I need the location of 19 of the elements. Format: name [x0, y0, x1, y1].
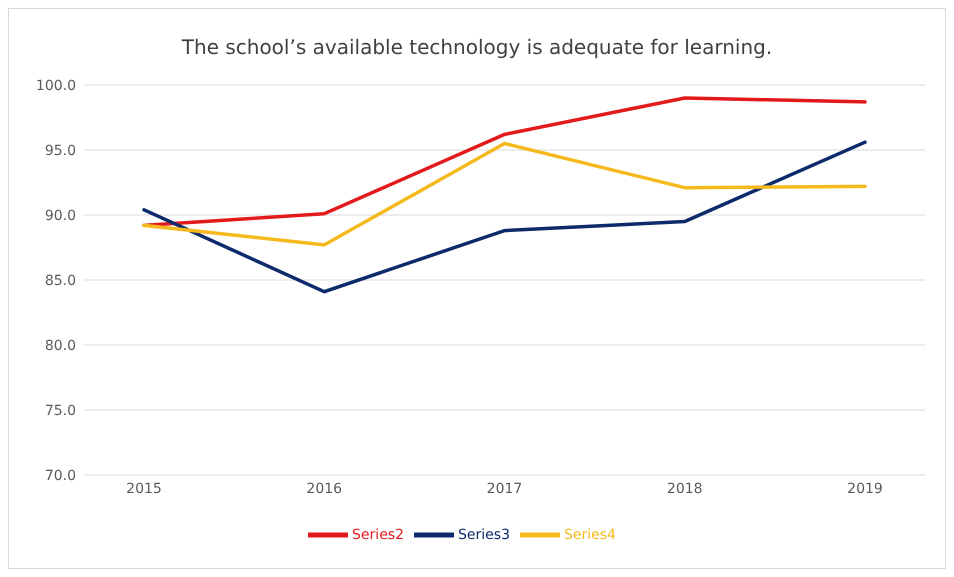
y-tick-label: 100.0: [36, 78, 76, 94]
x-tick-label: 2015: [126, 480, 162, 497]
y-tick-label: 70.0: [44, 468, 76, 484]
legend-label: Series2: [352, 526, 404, 543]
legend-label: Series3: [458, 526, 510, 543]
y-tick-label: 90.0: [44, 208, 76, 224]
x-tick-label: 2017: [486, 480, 522, 497]
y-tick-label: 75.0: [44, 402, 76, 419]
line-series: [142, 96, 867, 228]
chart-title: The school’s available technology is adequate for learning.: [180, 34, 774, 61]
line-series: [142, 140, 867, 294]
y-tick-label: 80.0: [44, 338, 76, 354]
y-tick-label: 85.0: [44, 272, 76, 289]
x-tick-label: 2016: [306, 480, 342, 497]
line-series: [142, 142, 867, 247]
legend-label: Series4: [564, 526, 616, 543]
x-tick-label: 2018: [666, 480, 703, 497]
x-tick-label: 2019: [847, 480, 883, 497]
y-tick-label: 95.0: [44, 142, 76, 159]
